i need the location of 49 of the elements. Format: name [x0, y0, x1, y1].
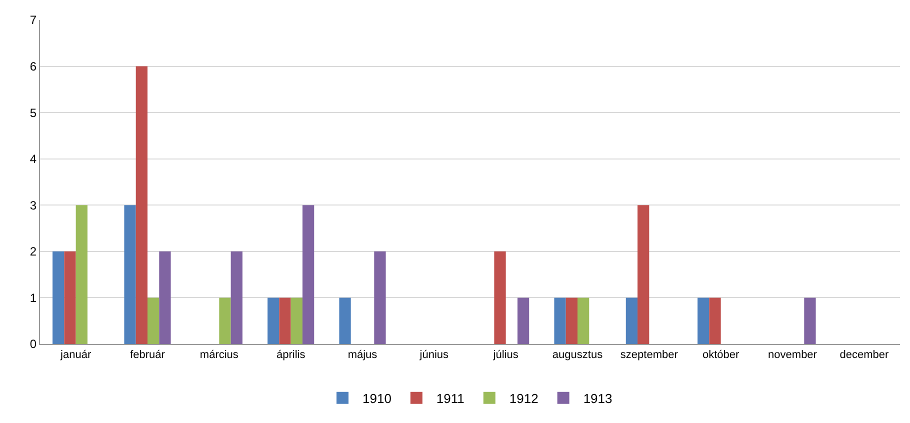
bar: [374, 251, 386, 344]
bar: [494, 251, 506, 344]
bar: [279, 298, 291, 344]
bar: [52, 251, 64, 344]
bar: [159, 251, 171, 344]
bar: [290, 298, 302, 344]
y-tick-label: 6: [30, 59, 37, 74]
bar: [219, 298, 231, 344]
legend-label: 1911: [436, 390, 464, 406]
bar: [230, 251, 242, 344]
bar: [517, 298, 530, 344]
bar: [566, 298, 578, 344]
x-tick-label: november: [768, 349, 818, 362]
legend-label: 1912: [509, 390, 538, 406]
x-tick-label: július: [492, 349, 519, 362]
y-tick-label: 1: [30, 290, 37, 305]
legend-label: 1910: [362, 390, 392, 406]
bar: [302, 205, 314, 344]
bar: [698, 298, 710, 344]
bar: [554, 298, 566, 344]
bar: [638, 205, 650, 344]
bar: [578, 298, 590, 344]
bar: [76, 205, 88, 344]
x-tick-label: május: [348, 349, 378, 362]
y-tick-label: 3: [30, 198, 37, 212]
bar: [124, 205, 136, 344]
y-tick-label: 5: [30, 106, 37, 120]
bar: [804, 298, 816, 344]
bar: [709, 298, 721, 344]
x-tick-label: január: [60, 349, 92, 362]
y-tick-label: 2: [30, 244, 37, 259]
x-tick-label: április: [276, 349, 306, 362]
y-tick-label: 4: [30, 152, 37, 166]
x-tick-label: december: [840, 349, 889, 362]
bar: [339, 298, 351, 344]
y-tick-label: 7: [30, 13, 37, 28]
bar: [626, 298, 638, 344]
x-tick-label: március: [200, 349, 239, 362]
y-tick-label: 0: [30, 337, 37, 352]
bar: [64, 251, 76, 344]
x-tick-label: október: [702, 349, 740, 362]
x-tick-label: június: [418, 349, 450, 362]
x-tick-label: augusztus: [552, 349, 604, 362]
x-tick-label: szeptember: [620, 349, 678, 362]
bar: [136, 66, 148, 344]
bar: [268, 298, 280, 344]
x-tick-label: február: [130, 349, 166, 362]
bar: [148, 298, 160, 344]
legend-label: 1913: [583, 390, 612, 406]
